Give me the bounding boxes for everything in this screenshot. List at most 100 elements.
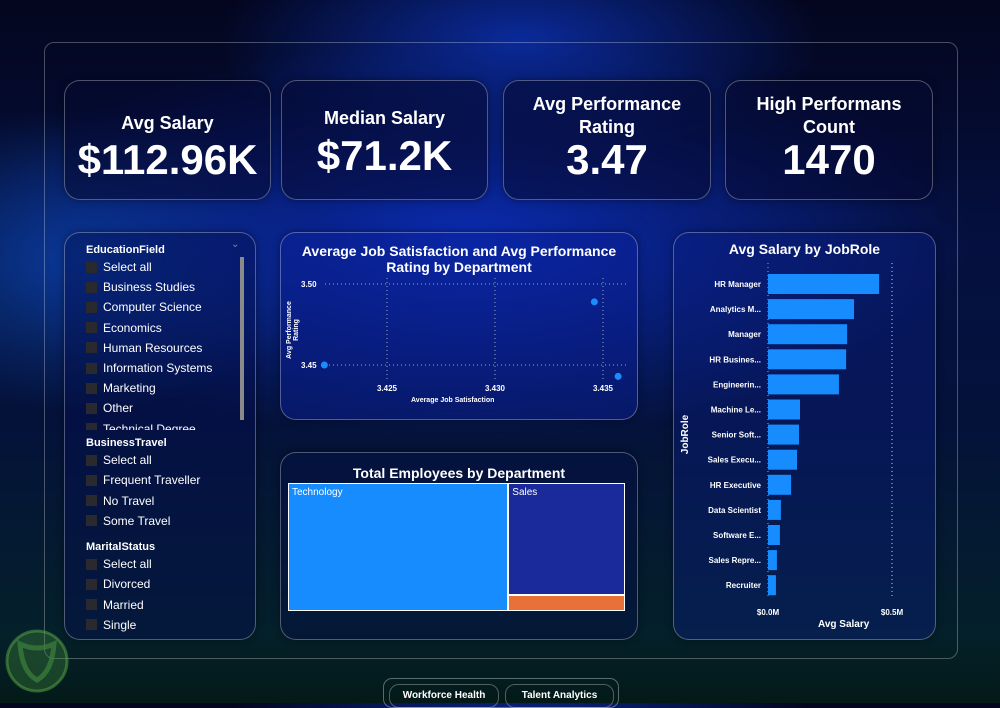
x-tick-label: $0.5M: [881, 608, 904, 617]
y-tick-label: 3.45: [301, 361, 317, 370]
checkbox[interactable]: [86, 322, 97, 334]
checkbox[interactable]: [86, 515, 97, 527]
checkbox[interactable]: [86, 619, 97, 631]
checkbox[interactable]: [86, 578, 97, 590]
checkbox[interactable]: [86, 382, 97, 394]
checkbox[interactable]: [86, 558, 97, 570]
bar[interactable]: [768, 424, 799, 445]
checkbox[interactable]: [86, 423, 97, 430]
scatter-plot: 3.45 3.50 3.425 3.430 3.435: [301, 278, 629, 393]
tab-talent-analytics[interactable]: Talent Analytics: [505, 684, 614, 708]
scrollbar[interactable]: [240, 257, 244, 420]
logo-shield-icon: [5, 629, 69, 693]
checkbox[interactable]: [86, 474, 97, 486]
kpi-median-salary: Median Salary $71.2K: [281, 80, 488, 200]
category-label: HR Busines...: [709, 355, 761, 364]
category-label: Engineerin...: [713, 380, 761, 389]
category-label: Analytics M...: [710, 305, 761, 314]
slicer-title-education: EducationField: [86, 244, 165, 256]
checkbox[interactable]: [86, 402, 97, 414]
checkbox[interactable]: [86, 362, 97, 374]
y-tick-label: 3.50: [301, 280, 317, 289]
treemap: Technology Sales: [288, 483, 625, 611]
bar[interactable]: [768, 474, 792, 495]
slicer-option[interactable]: Other: [86, 401, 133, 415]
bar[interactable]: [768, 374, 839, 395]
bar[interactable]: [768, 499, 781, 520]
bar[interactable]: [768, 449, 798, 470]
checkbox[interactable]: [86, 301, 97, 313]
bar-chart: $0.0M $0.5M HR Manager Analytics M... Manage…: [708, 263, 904, 617]
kpi-label: High Performans Count: [756, 94, 902, 137]
kpi-high-performers: High Performans Count 1470: [725, 80, 933, 200]
option-label: Select all: [103, 557, 152, 571]
category-label: Senior Soft...: [712, 431, 761, 440]
x-axis-label: Avg Salary: [818, 619, 870, 630]
scatter-chart-card: Average Job Satisfaction and Avg Perform…: [280, 232, 638, 420]
scatter-point[interactable]: [614, 372, 622, 380]
slicer-option[interactable]: Computer Science: [86, 300, 202, 314]
checkbox[interactable]: [86, 495, 97, 507]
bar[interactable]: [768, 550, 777, 571]
dashboard-frame: [44, 42, 958, 659]
slicer-option[interactable]: No Travel: [86, 494, 154, 508]
option-label: Frequent Traveller: [103, 473, 201, 488]
option-label: Divorced: [103, 577, 151, 592]
treemap-tile[interactable]: [508, 595, 625, 611]
checkbox[interactable]: [86, 454, 97, 466]
option-label: Married: [103, 597, 144, 612]
option-label: Single: [103, 617, 137, 632]
checkbox[interactable]: [86, 261, 97, 273]
treemap-card: Total Employees by Department Technology…: [280, 452, 638, 640]
chart-title: Average Job Satisfaction and Avg Perform…: [301, 243, 617, 275]
slicer-option[interactable]: Human Resources: [86, 341, 202, 355]
slicer-option[interactable]: Economics: [86, 321, 162, 335]
bar[interactable]: [768, 299, 855, 320]
category-label: Sales Repre...: [709, 556, 761, 565]
tile-label: Technology: [292, 487, 343, 498]
slicer-option[interactable]: Divorced: [86, 577, 150, 591]
bar[interactable]: [768, 399, 800, 420]
bar-chart-card: Avg Salary by JobRole JobRole Avg Salary…: [673, 232, 936, 640]
x-tick-label: 3.430: [485, 384, 506, 393]
slicer-option[interactable]: Frequent Traveller: [86, 473, 200, 487]
chevron-down-icon[interactable]: ⌄: [231, 239, 240, 250]
slicer-option[interactable]: Marketing: [86, 381, 156, 395]
bar[interactable]: [768, 324, 848, 345]
slicer-option[interactable]: Some Travel: [86, 514, 170, 528]
checkbox[interactable]: [86, 599, 97, 611]
slicer-option[interactable]: Single: [86, 618, 136, 632]
kpi-value: $112.96K: [77, 136, 258, 183]
scatter-point[interactable]: [590, 298, 598, 306]
page-navigator: Workforce Health Talent Analytics: [383, 678, 619, 708]
bar[interactable]: [768, 349, 847, 370]
slicer-option[interactable]: Select all: [86, 453, 152, 467]
category-label: Recruiter: [726, 581, 761, 590]
scatter-point[interactable]: [320, 361, 328, 369]
option-label: Select all: [103, 453, 152, 467]
bar[interactable]: [768, 575, 776, 596]
option-label: Information Systems: [103, 361, 213, 375]
checkbox[interactable]: [86, 342, 97, 354]
slicer-option[interactable]: Select all: [86, 260, 152, 274]
slicer-option[interactable]: Business Studies: [86, 280, 195, 294]
tab-workforce-health[interactable]: Workforce Health: [389, 684, 499, 708]
filter-panel: EducationField ⌄ Select all Business Stud…: [64, 232, 256, 640]
slicer-option[interactable]: Married: [86, 598, 144, 612]
slicer-option[interactable]: Select all: [86, 557, 152, 571]
bar[interactable]: [768, 525, 780, 545]
chart-title: Total Employees by Department: [352, 465, 566, 481]
option-label: Marketing: [103, 381, 156, 396]
bar[interactable]: [768, 274, 880, 294]
treemap-tile[interactable]: Sales: [508, 483, 625, 596]
category-label: HR Executive: [710, 481, 762, 490]
kpi-label: Median Salary: [323, 107, 446, 128]
x-tick-label: 3.425: [377, 384, 398, 393]
checkbox[interactable]: [86, 281, 97, 293]
slicer-option[interactable]: Information Systems: [86, 361, 212, 375]
kpi-avg-performance: Avg Performance Rating 3.47: [503, 80, 711, 200]
treemap-tile[interactable]: Technology: [288, 483, 509, 611]
chart-title: Avg Salary by JobRole: [728, 241, 881, 257]
slicer-option[interactable]: Technical Degree: [86, 422, 196, 430]
category-label: Data Scientist: [708, 506, 761, 515]
